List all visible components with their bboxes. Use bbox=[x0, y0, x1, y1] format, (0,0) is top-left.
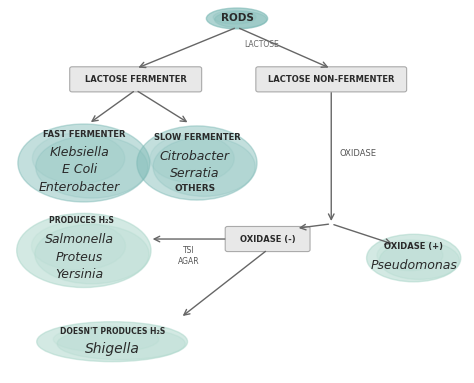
Text: OXIDASE (+): OXIDASE (+) bbox=[384, 242, 443, 251]
FancyBboxPatch shape bbox=[225, 226, 310, 252]
Text: Pseudomonas: Pseudomonas bbox=[370, 259, 457, 272]
Text: FAST FERMENTER: FAST FERMENTER bbox=[43, 130, 125, 139]
Text: Shigella: Shigella bbox=[85, 342, 139, 356]
Ellipse shape bbox=[32, 133, 125, 183]
Ellipse shape bbox=[17, 213, 151, 288]
Text: OXIDASE: OXIDASE bbox=[340, 149, 377, 158]
Ellipse shape bbox=[377, 240, 443, 271]
Ellipse shape bbox=[213, 10, 256, 24]
Text: E Coli: E Coli bbox=[62, 163, 97, 176]
Ellipse shape bbox=[36, 322, 188, 362]
Ellipse shape bbox=[57, 328, 185, 360]
Text: Yersinia: Yersinia bbox=[55, 268, 103, 281]
Ellipse shape bbox=[137, 126, 257, 200]
Text: Enterobacter: Enterobacter bbox=[38, 181, 120, 194]
Ellipse shape bbox=[150, 134, 234, 183]
Ellipse shape bbox=[215, 11, 267, 28]
Text: Proteus: Proteus bbox=[55, 251, 103, 264]
FancyBboxPatch shape bbox=[70, 67, 201, 92]
Text: Serratia: Serratia bbox=[170, 167, 219, 180]
Ellipse shape bbox=[206, 8, 268, 29]
Ellipse shape bbox=[36, 136, 148, 198]
Text: TSI
AGAR: TSI AGAR bbox=[178, 246, 200, 266]
Ellipse shape bbox=[379, 241, 459, 280]
Ellipse shape bbox=[35, 224, 149, 284]
Text: OTHERS: OTHERS bbox=[174, 184, 215, 193]
Text: DOESN'T PRODUCES H₂S: DOESN'T PRODUCES H₂S bbox=[60, 327, 165, 336]
Text: LACTOSE NON-FERMENTER: LACTOSE NON-FERMENTER bbox=[268, 75, 394, 84]
Text: LACTOSE: LACTOSE bbox=[244, 40, 279, 49]
Text: OXIDASE (-): OXIDASE (-) bbox=[240, 234, 295, 244]
Text: SLOW FERMENTER: SLOW FERMENTER bbox=[154, 133, 240, 142]
Text: RODS: RODS bbox=[220, 13, 254, 23]
Ellipse shape bbox=[366, 234, 461, 282]
Ellipse shape bbox=[18, 124, 150, 202]
FancyBboxPatch shape bbox=[256, 67, 407, 92]
Text: Salmonella: Salmonella bbox=[45, 233, 114, 246]
Ellipse shape bbox=[31, 222, 126, 270]
Text: PRODUCES H₂S: PRODUCES H₂S bbox=[49, 216, 114, 225]
Text: Citrobacter: Citrobacter bbox=[160, 150, 229, 163]
Ellipse shape bbox=[53, 326, 159, 352]
Text: Klebsiella: Klebsiella bbox=[49, 146, 109, 159]
Ellipse shape bbox=[153, 137, 255, 196]
Text: LACTOSE FERMENTER: LACTOSE FERMENTER bbox=[85, 75, 187, 84]
